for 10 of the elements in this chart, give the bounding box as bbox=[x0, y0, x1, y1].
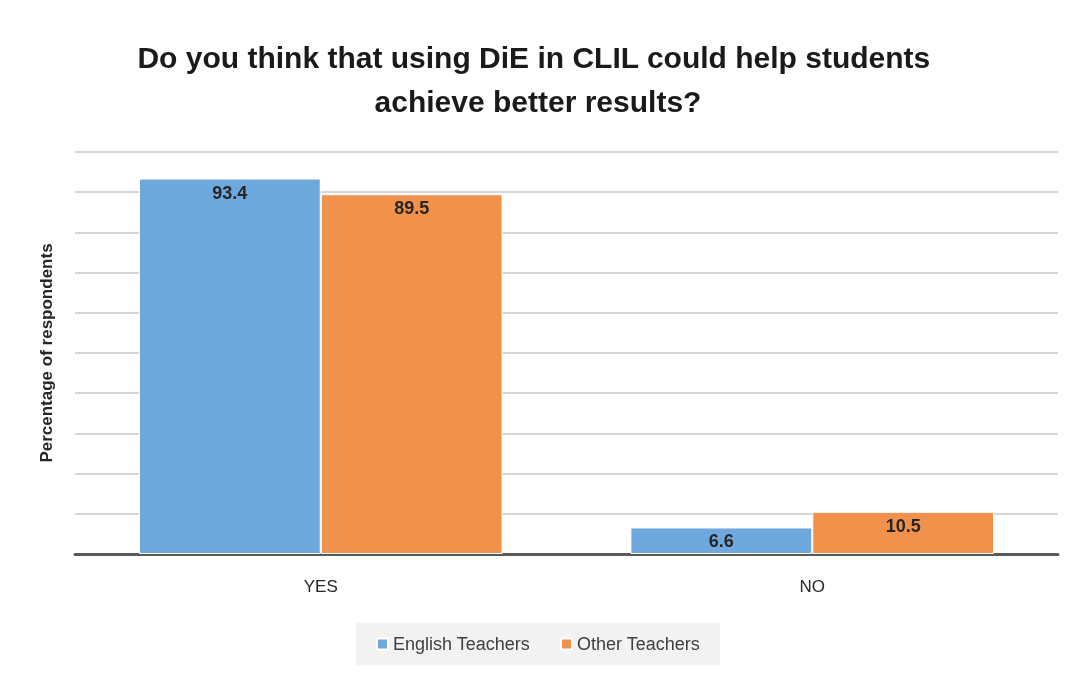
legend-label: English Teachers bbox=[392, 634, 530, 654]
x-tick-label: YES bbox=[303, 577, 338, 596]
legend-label: Other Teachers bbox=[577, 634, 700, 654]
x-tick-label: NO bbox=[799, 577, 825, 596]
chart-title: Do you think that using DiE in CLIL could help students achieve better results? bbox=[137, 40, 939, 118]
y-axis-title: Percentage of respondents bbox=[37, 243, 56, 463]
data-label: 89.5 bbox=[394, 198, 430, 219]
data-label: 10.5 bbox=[885, 515, 921, 536]
data-label: 6.6 bbox=[708, 531, 734, 552]
data-label: 93.4 bbox=[212, 182, 248, 203]
